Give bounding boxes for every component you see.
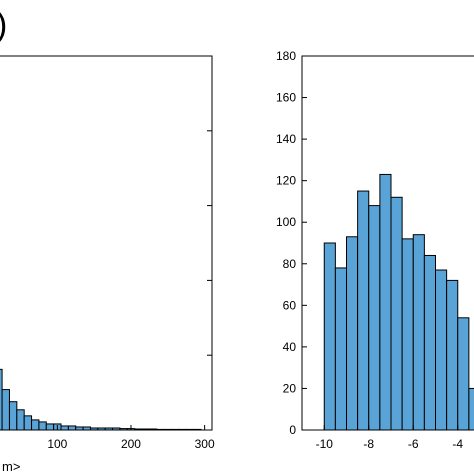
left-x-tick-label: 300 [195, 437, 215, 451]
right-y-tick-label: 180 [276, 49, 296, 63]
right-bar-9 [423, 254, 436, 431]
right-bar-4 [368, 205, 381, 431]
right-ticks: -10 -8 -6 -4 0 20 40 60 80 100 120 140 160 180 [276, 49, 463, 451]
right-bar-12 [457, 317, 470, 431]
right-bar-13 [468, 387, 474, 431]
right-y-tick-label: 0 [289, 423, 296, 437]
right-bar-0 [323, 242, 336, 431]
left-bar-9 [45, 423, 55, 431]
right-bar-3 [357, 190, 370, 431]
left-bar-5 [16, 409, 25, 431]
right-y-tick-label: 80 [283, 257, 297, 271]
left-bar-4 [8, 401, 18, 431]
right-y-tick-label: 140 [276, 132, 296, 146]
left-bars [0, 368, 202, 431]
right-y-tick-label: 40 [283, 340, 297, 354]
right-y-tick-label: 120 [276, 174, 296, 188]
right-bar-2 [346, 236, 359, 431]
right-x-tick-label: -10 [316, 437, 334, 451]
right-y-tick-label: 100 [276, 215, 296, 229]
right-y-tick-label: 20 [283, 381, 297, 395]
right-x-tick-label: -6 [408, 437, 419, 451]
right-y-tick-label: 160 [276, 91, 296, 105]
left-x-tick-label: 100 [47, 437, 67, 451]
left-histogram: 100 200 300 m> [0, 55, 215, 474]
right-bar-8 [412, 234, 425, 431]
left-bar-12 [67, 425, 77, 431]
left-bar-11 [60, 425, 69, 431]
panel-label: ) [0, 6, 7, 44]
right-histogram: -10 -8 -6 -4 0 20 40 60 80 100 120 140 160 180 [276, 49, 474, 451]
right-y-tick-label: 60 [283, 298, 297, 312]
right-plot-frame [301, 55, 474, 431]
right-bar-5 [379, 173, 392, 431]
right-x-tick-label: -4 [452, 437, 463, 451]
left-plot-frame [0, 55, 213, 431]
right-bar-6 [390, 196, 403, 431]
right-bar-11 [446, 279, 459, 431]
left-bar-3 [1, 389, 10, 431]
left-bar-6 [23, 415, 33, 431]
left-ticks: 100 200 300 [47, 55, 215, 451]
right-x-tick-label: -8 [363, 437, 374, 451]
right-bars [323, 173, 474, 431]
left-bar-8 [38, 421, 47, 431]
left-x-axis-label: m> [2, 459, 20, 474]
right-bar-7 [401, 238, 414, 431]
right-bar-1 [334, 267, 347, 431]
left-bar-7 [31, 419, 40, 431]
left-x-tick-label: 200 [121, 437, 141, 451]
right-bar-10 [435, 269, 448, 431]
